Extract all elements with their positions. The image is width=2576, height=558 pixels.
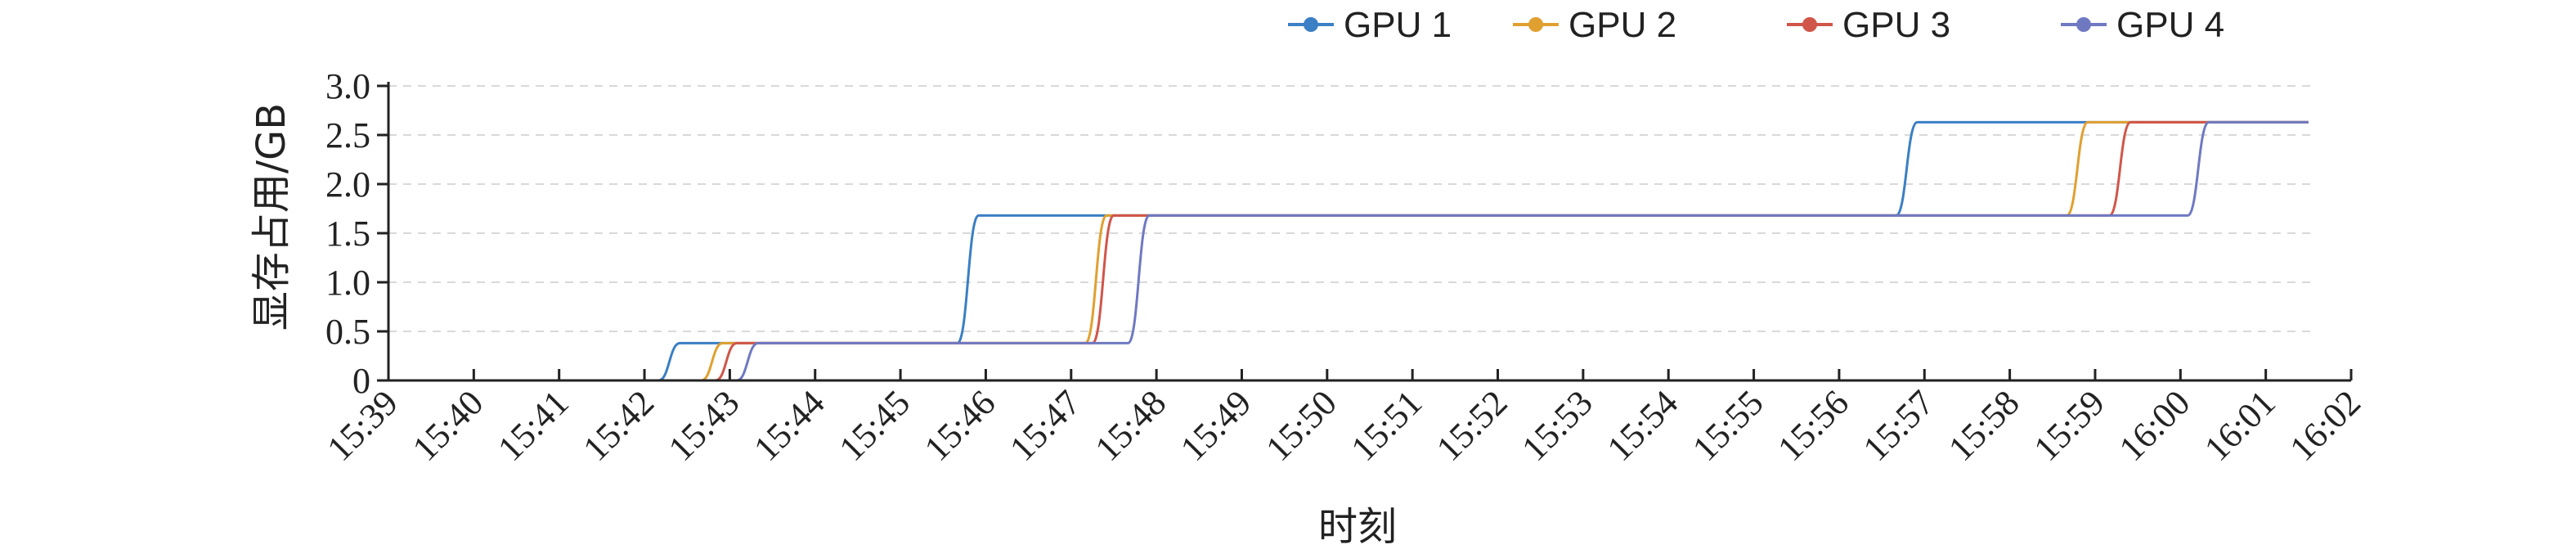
x-tick-label: 16:00 (2112, 382, 2198, 469)
legend: GPU 1 GPU 2 GPU 3 GPU 4 (1288, 5, 2224, 45)
x-tick-label: 15:45 (832, 382, 918, 469)
y-tick-label: 3.0 (325, 66, 370, 106)
x-tick-label: 15:51 (1344, 382, 1430, 469)
x-tick-label: 15:47 (1002, 382, 1088, 469)
x-tick-label: 15:55 (1685, 382, 1771, 469)
x-tick-label: 15:52 (1429, 382, 1515, 469)
legend-label-gpu-1: GPU 1 (1344, 5, 1452, 45)
x-tick-label: 15:42 (576, 382, 662, 469)
y-tick-label: 0.5 (325, 312, 370, 352)
x-axis-title: 时刻 (1318, 504, 1397, 550)
series-line-gpu-3 (715, 120, 2309, 382)
x-tick-label: 15:54 (1600, 382, 1686, 469)
y-tick-label: 0 (352, 361, 370, 401)
y-tick-label: 2.5 (325, 115, 370, 155)
x-tick-label: 16:02 (2282, 382, 2369, 469)
legend-marker-gpu-4 (2076, 17, 2091, 32)
x-tick-label: 15:43 (661, 382, 747, 469)
x-tick-label: 15:40 (405, 382, 491, 469)
legend-label-gpu-4: GPU 4 (2116, 5, 2224, 45)
y-tick-label: 1.0 (325, 263, 370, 303)
y-tick-label: 1.5 (325, 214, 370, 254)
x-tick-label: 15:57 (1856, 382, 1942, 469)
x-tick-label: 15:48 (1088, 382, 1174, 469)
grid-lines (388, 85, 2310, 332)
axes: 00.51.01.52.02.53.015:3915:4015:4115:421… (320, 66, 2369, 469)
series-line-gpu-1 (657, 120, 2309, 382)
legend-marker-gpu-1 (1304, 17, 1318, 32)
y-tick-label: 2.0 (325, 164, 370, 205)
x-tick-label: 15:44 (746, 382, 832, 469)
legend-marker-gpu-3 (1802, 17, 1817, 32)
x-tick-label: 15:58 (1941, 382, 2027, 469)
x-tick-label: 15:56 (1770, 382, 1856, 469)
legend-label-gpu-3: GPU 3 (1842, 5, 1950, 45)
x-tick-label: 15:53 (1514, 382, 1600, 469)
series-line-gpu-4 (736, 120, 2309, 382)
series-layer (657, 120, 2309, 382)
x-tick-label: 15:46 (917, 382, 1003, 469)
series-line-gpu-2 (701, 120, 2309, 382)
legend-marker-gpu-2 (1528, 17, 1543, 32)
x-tick-label: 15:50 (1258, 382, 1344, 469)
y-axis-title: 显存占用/GB (249, 103, 294, 331)
x-tick-label: 15:59 (2026, 382, 2113, 469)
x-tick-label: 15:41 (490, 382, 577, 469)
legend-label-gpu-2: GPU 2 (1568, 5, 1676, 45)
x-tick-label: 15:49 (1173, 382, 1259, 469)
x-tick-label: 16:01 (2197, 382, 2283, 469)
